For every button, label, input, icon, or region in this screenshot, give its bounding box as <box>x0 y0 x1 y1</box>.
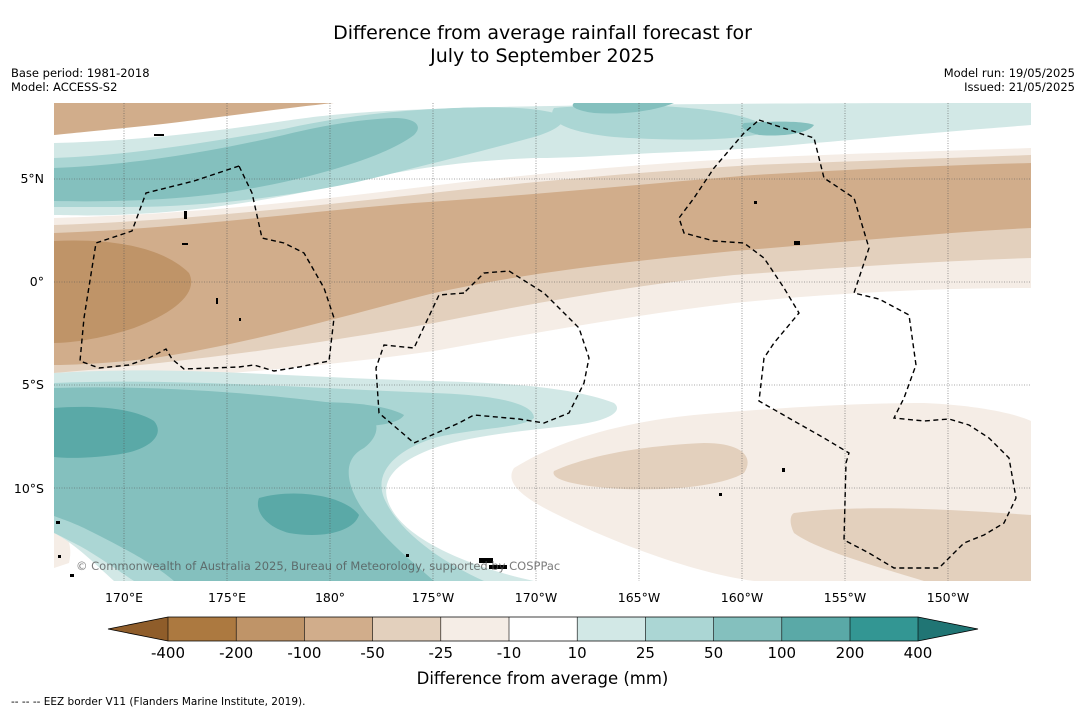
meta-left: Base period: 1981-2018 Model: ACCESS-S2 <box>11 66 150 94</box>
island <box>216 298 218 304</box>
island <box>754 201 757 204</box>
lon-label-170w: 170°W <box>514 590 558 605</box>
base-period: Base period: 1981-2018 <box>11 66 150 80</box>
eez-tokelau <box>375 270 590 444</box>
map-svg <box>54 103 1032 581</box>
island <box>154 134 164 136</box>
eez-tuvalu-kiribati <box>79 165 335 372</box>
colorbar-tick: -25 <box>428 644 454 662</box>
islands <box>56 134 800 577</box>
island <box>58 555 61 558</box>
copyright: © Commonwealth of Australia 2025, Bureau… <box>76 559 561 573</box>
colorbar-extend-high <box>918 617 978 641</box>
island <box>794 241 800 245</box>
issued-date: Issued: 21/05/2025 <box>964 80 1075 94</box>
colorbar-tick: -100 <box>287 644 322 662</box>
lon-label-175w: 175°W <box>411 590 455 605</box>
island <box>70 574 74 577</box>
island <box>719 493 722 496</box>
eez-footer-note: -- -- -- EEZ border V11 (Flanders Marine… <box>11 696 306 708</box>
colorbar-swatch <box>509 617 578 641</box>
lon-label-160w: 160°W <box>720 590 764 605</box>
island <box>182 243 188 245</box>
meta-right: Model run: 19/05/2025 Issued: 21/05/2025 <box>944 66 1075 94</box>
colorbar-title: Difference from average (mm) <box>416 669 669 688</box>
lon-label-155w: 155°W <box>823 590 867 605</box>
colorbar-tick: 25 <box>635 644 655 662</box>
island <box>184 211 187 219</box>
lat-label-5s: 5°S <box>21 377 44 392</box>
island <box>56 521 60 524</box>
colorbar-swatch <box>577 617 646 641</box>
lat-label-0: 0° <box>29 274 44 289</box>
colorbar-tick: 400 <box>903 644 933 662</box>
colorbar-swatch <box>713 617 782 641</box>
contour-sw-p100-a <box>54 406 158 458</box>
colorbar-swatch <box>850 617 918 641</box>
colorbar-swatch <box>236 617 305 641</box>
contour-eq-neg200 <box>54 240 192 343</box>
title-line-2: July to September 2025 <box>430 45 655 67</box>
contour-se-neg50-b <box>790 508 1031 581</box>
colorbar-tick: -50 <box>360 644 385 662</box>
contour-top-right-green <box>552 105 767 140</box>
colorbar-tick: -200 <box>219 644 254 662</box>
model-run: Model run: 19/05/2025 <box>943 66 1075 80</box>
contour-sw-p100-b <box>257 493 359 535</box>
island <box>489 565 507 569</box>
colorbar-swatch <box>168 617 237 641</box>
lat-label-10s: 10°S <box>13 481 44 496</box>
contour-top-green-dark <box>54 118 418 202</box>
colorbar-tick: 50 <box>704 644 724 662</box>
island <box>406 554 409 557</box>
model-name: Model: ACCESS-S2 <box>11 80 118 94</box>
colorbar-extend-low <box>108 617 168 641</box>
colorbar-tick: -400 <box>150 644 186 662</box>
lon-label-180: 180° <box>314 590 346 605</box>
island <box>239 318 241 321</box>
lon-label-150w: 150°W <box>926 590 970 605</box>
island <box>479 558 493 563</box>
colorbar-dividers <box>167 617 919 641</box>
colorbar-swatch <box>645 617 714 641</box>
rainfall-map <box>54 103 1032 581</box>
lon-label-175e: 175°E <box>207 590 246 605</box>
title-line-1: Difference from average rainfall forecas… <box>333 22 752 44</box>
lon-label-165w: 165°W <box>617 590 661 605</box>
map-title: Difference from average rainfall forecas… <box>0 22 1085 68</box>
lon-label-170e: 170°E <box>104 590 143 605</box>
contour-top-right-green-dark <box>572 103 674 114</box>
contour-se-neg50-a <box>553 443 748 490</box>
island <box>782 468 785 472</box>
colorbar-tick: 100 <box>767 644 797 662</box>
colorbar-tick: 10 <box>567 644 587 662</box>
colorbar-swatch <box>781 617 850 641</box>
colorbar-swatch <box>304 617 373 641</box>
colorbar-tick: 200 <box>835 644 865 662</box>
contour-sw-p50-island <box>283 402 404 427</box>
contour-eq-neg100 <box>54 163 1031 365</box>
colorbar <box>107 616 979 642</box>
colorbar-swatch <box>372 617 441 641</box>
colorbar-swatch <box>440 617 509 641</box>
colorbar-tick: -10 <box>496 644 522 662</box>
lat-label-5n: 5°N <box>20 171 44 186</box>
eez-line-islands <box>678 119 1017 569</box>
eez-borders <box>79 119 1017 569</box>
